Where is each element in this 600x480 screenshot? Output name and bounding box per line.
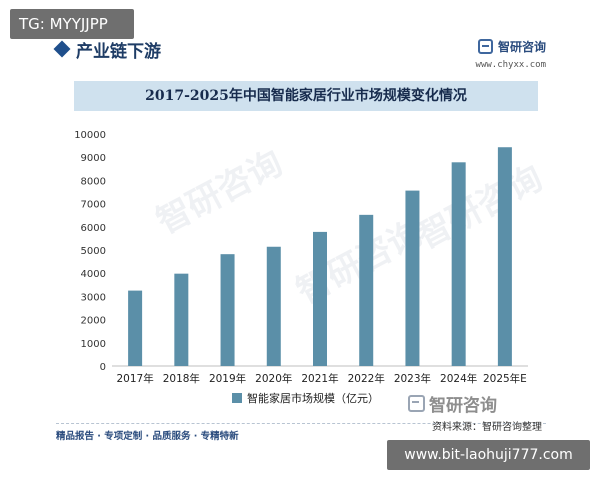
x-tick-label: 2018年 bbox=[163, 372, 200, 385]
footer-divider bbox=[56, 423, 546, 424]
brand-logo-header: 智研咨询 bbox=[477, 38, 546, 55]
site-url: www.chyxx.com bbox=[475, 60, 546, 70]
y-tick-label: 1000 bbox=[81, 339, 106, 350]
brand-logo-icon bbox=[477, 39, 493, 54]
y-tick-label: 5000 bbox=[81, 246, 106, 257]
x-tick-label: 2017年 bbox=[116, 372, 153, 385]
y-tick-label: 7000 bbox=[81, 200, 106, 211]
brand-logo-icon bbox=[408, 395, 425, 412]
x-tick-label: 2024年 bbox=[440, 372, 477, 385]
x-tick-label: 2019年 bbox=[209, 372, 246, 385]
brand-logo-watermark: 智研咨询 bbox=[408, 391, 497, 416]
legend: 智能家居市场规模（亿元） bbox=[232, 390, 379, 406]
y-tick-label: 9000 bbox=[81, 153, 106, 164]
footer-tagline: 精品报告 · 专项定制 · 品质服务 · 专精特新 bbox=[56, 431, 239, 442]
bar bbox=[220, 254, 235, 366]
bar bbox=[313, 231, 327, 366]
bar bbox=[359, 214, 374, 366]
x-tick-label: 2023年 bbox=[394, 372, 431, 385]
url-badge: www.bit-laohuji777.com bbox=[387, 440, 590, 470]
y-tick-label: 4000 bbox=[81, 269, 106, 280]
tg-badge: TG: MYYJJPP bbox=[10, 9, 134, 39]
legend-swatch bbox=[232, 393, 242, 403]
brand-name: 智研咨询 bbox=[497, 40, 546, 54]
x-tick-label: 2022年 bbox=[348, 372, 385, 385]
legend-label: 智能家居市场规模（亿元） bbox=[247, 392, 379, 405]
bar bbox=[266, 246, 281, 366]
section-title: 产业链下游 bbox=[76, 41, 161, 62]
bar-chart: 0 1000 2000 3000 4000 5000 6000 7000 8000 9000 100… bbox=[74, 130, 528, 385]
bar bbox=[128, 290, 143, 366]
bar bbox=[497, 147, 512, 366]
x-tick-label: 2021年 bbox=[301, 372, 338, 385]
chart-title: 2017-2025年中国智能家居行业市场规模变化情况 bbox=[74, 81, 538, 111]
y-tick-label: 10000 bbox=[74, 130, 106, 141]
y-tick-label: 6000 bbox=[81, 223, 106, 234]
brand-name: 智研咨询 bbox=[429, 396, 497, 416]
y-tick-label: 0 bbox=[100, 362, 106, 373]
y-tick-label: 8000 bbox=[81, 176, 106, 187]
y-tick-label: 2000 bbox=[81, 316, 106, 327]
section-header: 产业链下游 bbox=[53, 38, 161, 62]
y-tick-label: 3000 bbox=[81, 292, 106, 303]
diamond-icon bbox=[53, 40, 71, 58]
x-tick-label: 2020年 bbox=[255, 372, 292, 385]
source-note: 资料来源：智研咨询整理 bbox=[432, 422, 542, 433]
bar bbox=[451, 162, 466, 366]
bar bbox=[405, 190, 420, 366]
bar bbox=[174, 273, 189, 366]
x-tick-label: 2025年E bbox=[483, 372, 527, 385]
